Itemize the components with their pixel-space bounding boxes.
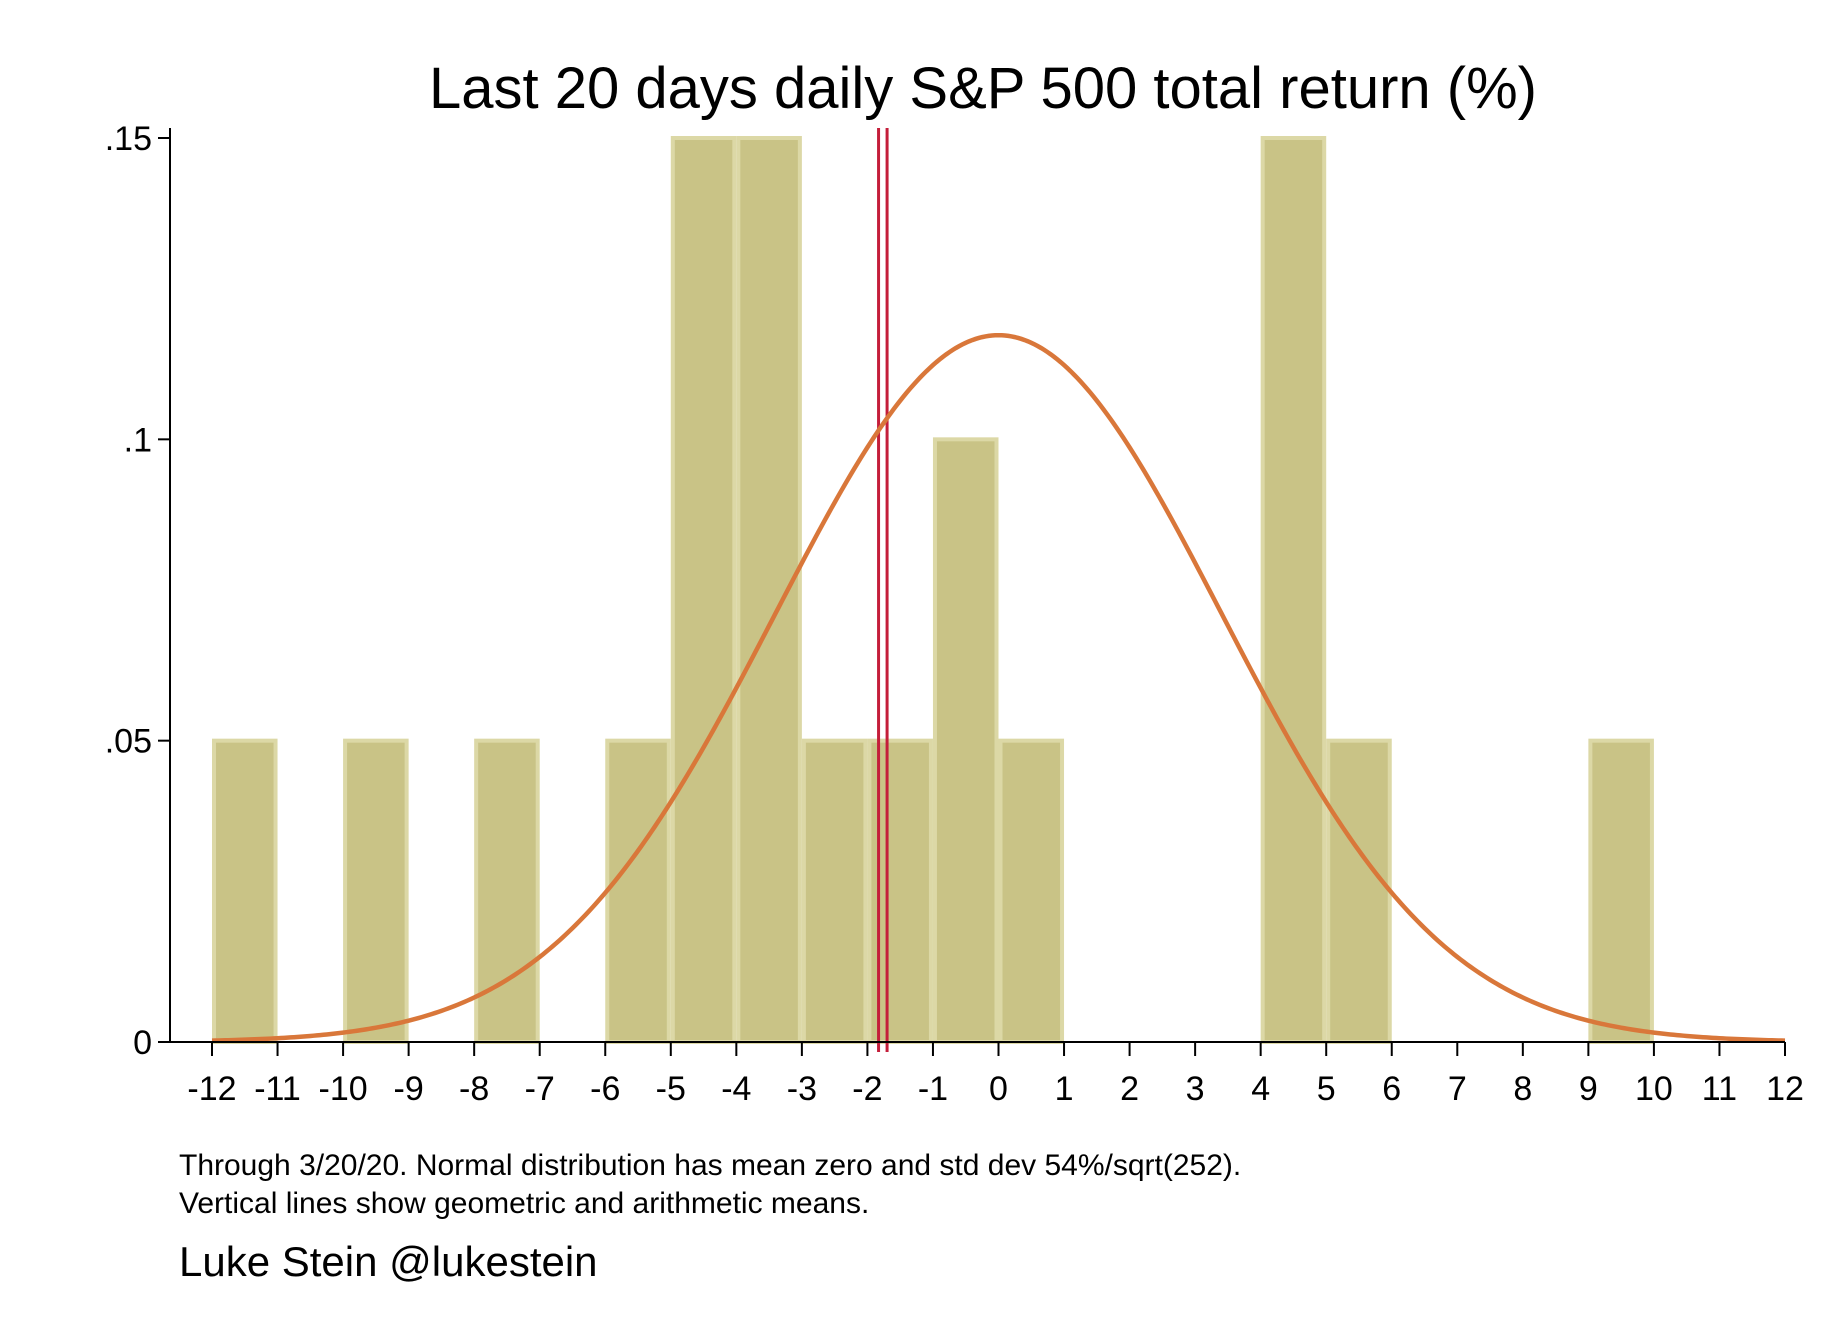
x-tick-label: -11 <box>254 1070 301 1108</box>
author-credit: Luke Stein @lukestein <box>179 1238 598 1285</box>
x-tick-label: 5 <box>1317 1070 1336 1108</box>
x-tick-label: 12 <box>1766 1070 1804 1108</box>
histogram-bar-6 <box>801 738 868 1045</box>
histogram-bar-2 <box>474 738 540 1045</box>
x-tick-label: 8 <box>1513 1070 1532 1108</box>
histogram-bar-8 <box>932 437 999 1045</box>
x-tick-label: 6 <box>1382 1070 1401 1108</box>
x-tick-label: 7 <box>1448 1070 1467 1108</box>
x-tick-label: -1 <box>918 1070 948 1108</box>
x-tick-label: 9 <box>1579 1070 1598 1108</box>
x-tick-label: 10 <box>1635 1070 1673 1108</box>
x-tick-label: -12 <box>187 1070 236 1108</box>
histogram-bar-12 <box>1588 738 1654 1045</box>
histogram-bar-11 <box>1326 738 1392 1045</box>
x-tick-label: -4 <box>721 1070 751 1108</box>
x-tick-label: -7 <box>525 1070 555 1108</box>
x-tick-label: 11 <box>1702 1070 1737 1108</box>
y-tick-label: .05 <box>105 723 152 761</box>
x-tick-label: -5 <box>656 1070 686 1108</box>
histogram-bar-9 <box>998 738 1065 1045</box>
x-tick-label: 2 <box>1120 1070 1139 1108</box>
histogram-bar-3 <box>605 738 671 1045</box>
histogram-bars <box>212 136 1654 1045</box>
y-tick-label: 0 <box>133 1024 152 1062</box>
histogram-bar-1 <box>343 738 409 1045</box>
footnote-line-2: Vertical lines show geometric and arithm… <box>179 1187 870 1220</box>
histogram-bar-5 <box>736 136 802 1044</box>
x-tick-label: 1 <box>1055 1070 1074 1108</box>
x-tick-label: -9 <box>394 1070 424 1108</box>
chart-title: Last 20 days daily S&P 500 total return … <box>429 56 1537 121</box>
normal-curve-layer <box>211 332 1786 1043</box>
x-tick-label: 3 <box>1186 1070 1205 1108</box>
histogram-bar-0 <box>212 738 278 1045</box>
histogram-bar-4 <box>670 136 737 1044</box>
normal-curve <box>211 332 1786 1043</box>
x-tick-label: -10 <box>319 1070 368 1108</box>
axes: 0.05.1.15-12 -11 -10 -9 -8 -7 -6 -5 -4 -3 -2 -1 0 1 2 3… <box>105 120 1804 1108</box>
x-tick-label: 4 <box>1251 1070 1270 1108</box>
x-tick-label: 0 <box>989 1070 1008 1108</box>
x-tick-label: -8 <box>459 1070 489 1108</box>
footnote-line-1: Through 3/20/20. Normal distribution has… <box>179 1149 1242 1182</box>
y-tick-label: .1 <box>124 421 152 459</box>
histogram-bar-10 <box>1260 136 1327 1044</box>
x-tick-label: -3 <box>787 1070 817 1108</box>
x-tick-label: -6 <box>590 1070 620 1108</box>
mean-lines <box>877 128 889 1052</box>
y-tick-label: .15 <box>105 120 152 158</box>
x-tick-label: -2 <box>852 1070 882 1108</box>
